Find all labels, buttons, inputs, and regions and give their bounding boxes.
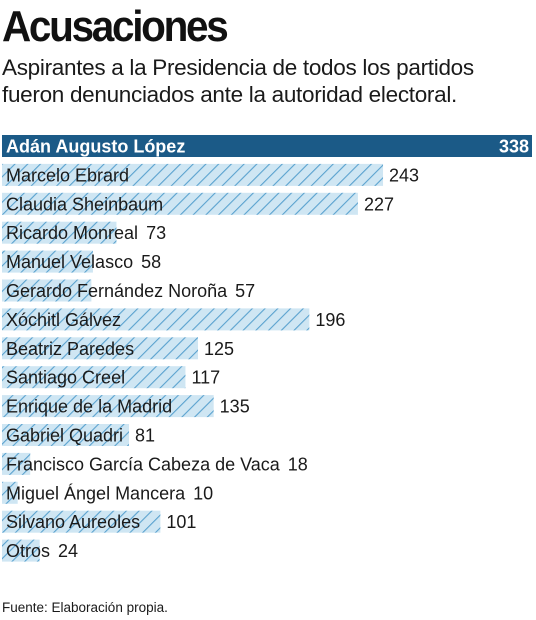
labels-group: Adán Augusto López 338 Marcelo Ebrard 243 Cl… [6, 137, 529, 562]
category-label-enrique-de-la-madrid: Enrique de la Madrid [6, 397, 172, 417]
bar-enrique-de-la-madrid [2, 395, 214, 418]
page-title: Acusaciones [2, 2, 229, 51]
category-label-gabriel-quadri: Gabriel Quadri [6, 426, 123, 446]
page-subtitle: Aspirantes a la Presidencia de todos los… [2, 55, 474, 107]
category-label-francisco-garcia-cabeza-de-vaca: Francisco García Cabeza de Vaca [6, 454, 281, 474]
bar-xochitl-galvez [2, 308, 310, 331]
category-label-santiago-creel: Santiago Creel [6, 368, 125, 388]
category-label-adan-augusto-lopez: Adán Augusto López [6, 137, 185, 157]
bar-claudia-sheinbaum [2, 192, 358, 215]
bar-gerardo-fernandez-norona [2, 279, 92, 302]
value-label-gerardo-fernandez-norona: 57 [235, 281, 255, 301]
category-label-silvano-aureoles: Silvano Aureoles [6, 512, 140, 532]
value-label-ricardo-monreal: 73 [146, 223, 166, 243]
value-label-marcelo-ebrard: 243 [389, 165, 419, 185]
value-label-claudia-sheinbaum: 227 [364, 194, 394, 214]
category-label-marcelo-ebrard: Marcelo Ebrard [6, 165, 129, 185]
bars-group [2, 135, 532, 562]
category-label-ricardo-monreal: Ricardo Monreal [6, 223, 138, 243]
value-label-manuel-velasco: 58 [141, 252, 161, 272]
value-label-gabriel-quadri: 81 [135, 426, 155, 446]
value-label-silvano-aureoles: 101 [166, 512, 196, 532]
bar-manuel-velasco [2, 250, 93, 273]
bar-miguel-angel-mancera [2, 481, 18, 504]
value-label-enrique-de-la-madrid: 135 [220, 397, 250, 417]
bar-silvano-aureoles [2, 510, 161, 533]
value-label-beatriz-paredes: 125 [204, 339, 234, 359]
category-label-beatriz-paredes: Beatriz Paredes [6, 339, 134, 359]
value-label-francisco-garcia-cabeza-de-vaca: 18 [288, 454, 308, 474]
value-label-xochitl-galvez: 196 [315, 310, 345, 330]
value-label-adan-augusto-lopez: 338 [499, 137, 529, 157]
bar-beatriz-paredes [2, 337, 199, 360]
value-label-miguel-angel-mancera: 10 [193, 483, 213, 503]
category-label-claudia-sheinbaum: Claudia Sheinbaum [6, 194, 163, 214]
source-note: Fuente: Elaboración propia. [2, 600, 168, 615]
category-label-manuel-velasco: Manuel Velasco [6, 252, 133, 272]
bar-ricardo-monreal [2, 221, 117, 244]
value-label-otros: 24 [58, 541, 78, 561]
bar-francisco-garcia-cabeza-de-vaca [2, 452, 31, 475]
category-label-xochitl-galvez: Xóchitl Gálvez [6, 310, 121, 330]
bar-gabriel-quadri [2, 424, 130, 446]
bar-adan-augusto-lopez [2, 135, 532, 157]
bar-santiago-creel [2, 366, 186, 389]
category-label-miguel-angel-mancera: Miguel Ángel Mancera [6, 483, 186, 503]
bar-marcelo-ebrard [2, 163, 384, 186]
value-label-santiago-creel: 117 [191, 368, 220, 388]
category-label-gerardo-fernandez-norona: Gerardo Fernández Noroña [6, 281, 228, 301]
bar-otros [2, 539, 40, 562]
category-label-otros: Otros [6, 541, 50, 561]
